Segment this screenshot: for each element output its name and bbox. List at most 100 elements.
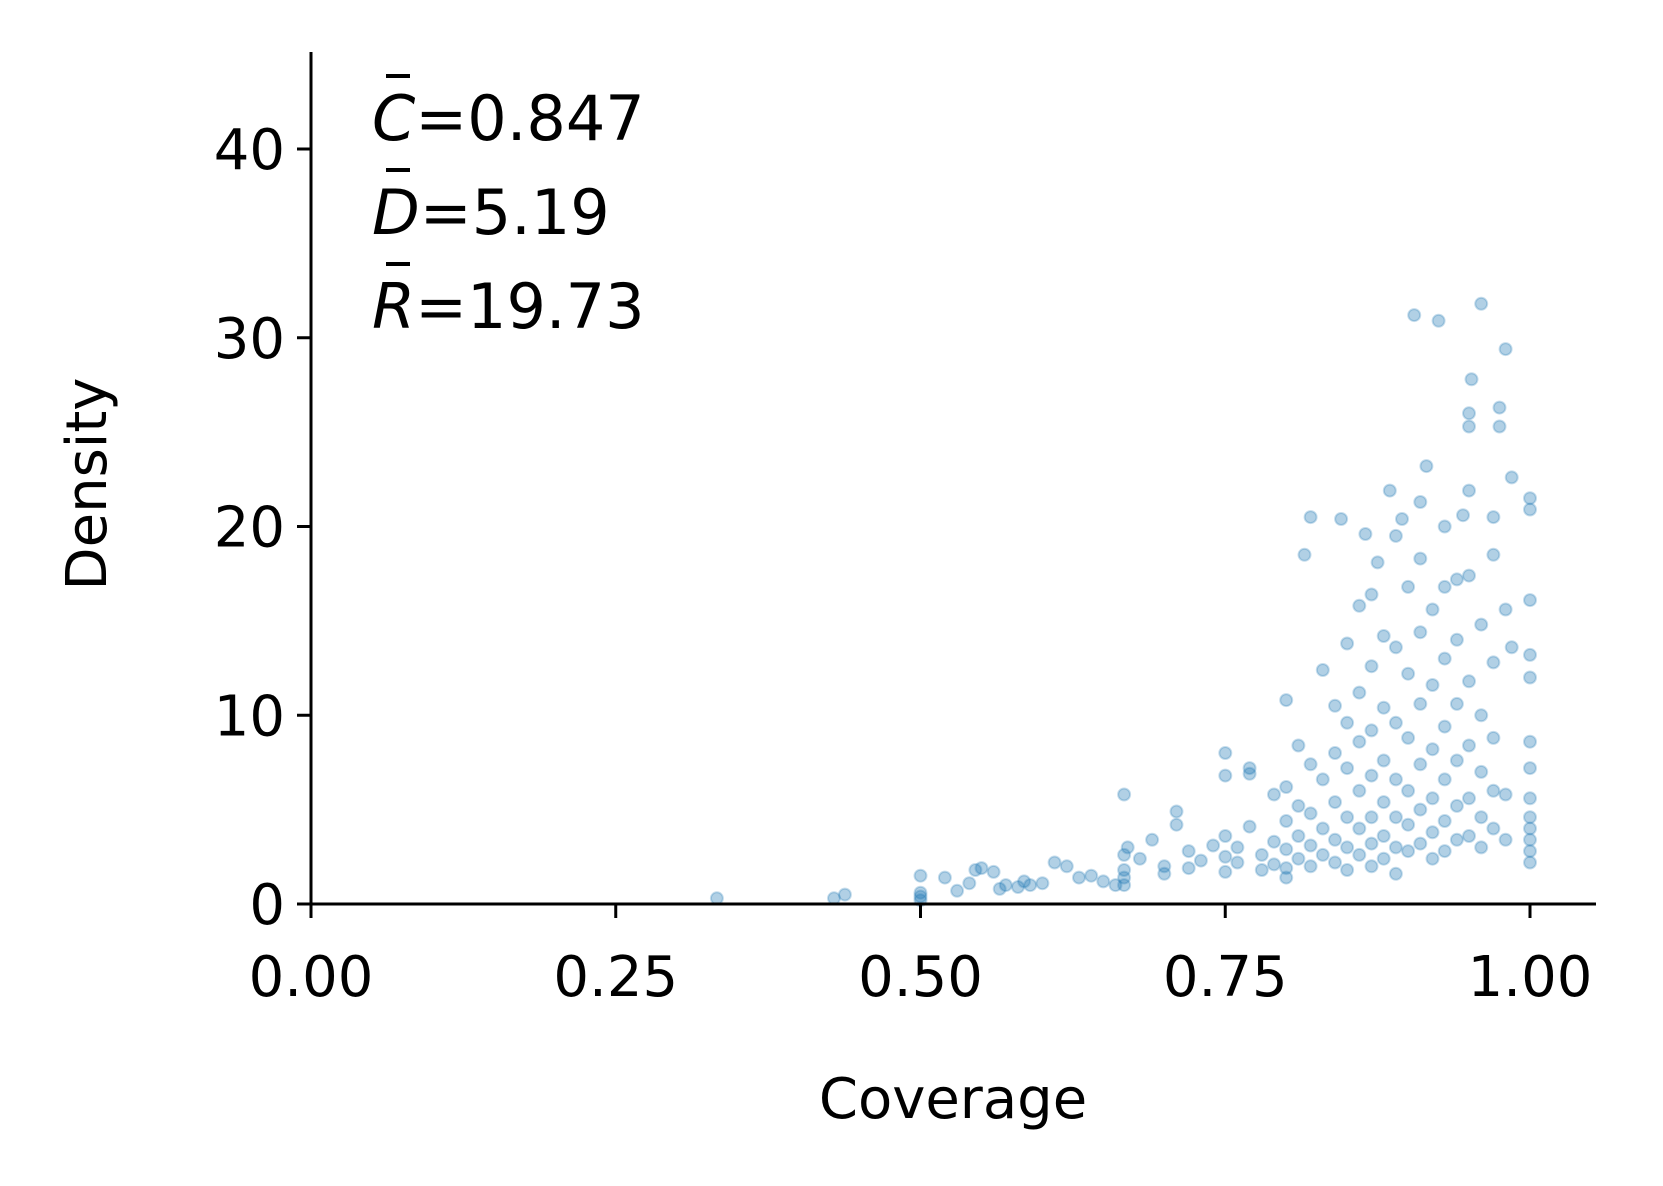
data-point xyxy=(1267,787,1281,802)
data-point xyxy=(1218,768,1233,783)
data-point xyxy=(1096,874,1111,889)
y-tick-label: 0 xyxy=(249,873,285,938)
data-point xyxy=(1328,746,1342,760)
data-point xyxy=(1108,878,1123,893)
data-point xyxy=(1291,798,1306,813)
x-ticks: 0.00 0.25 0.50 0.75 1.00 xyxy=(249,904,1592,1010)
data-point xyxy=(1303,510,1318,525)
data-point xyxy=(1425,678,1440,692)
data-point xyxy=(1340,863,1355,877)
data-point xyxy=(1449,696,1464,711)
data-point xyxy=(1340,840,1355,855)
data-point xyxy=(1401,579,1416,594)
data-point xyxy=(1352,821,1367,836)
data-point xyxy=(1376,851,1391,866)
data-point xyxy=(1492,400,1507,415)
data-point xyxy=(1279,842,1294,857)
data-point xyxy=(1017,874,1032,889)
data-point xyxy=(1413,696,1428,711)
data-point xyxy=(1267,834,1281,849)
data-point xyxy=(1242,819,1257,834)
data-point xyxy=(1504,640,1519,655)
data-point xyxy=(1334,512,1349,526)
data-point xyxy=(1388,866,1403,881)
stat-value: =5.19 xyxy=(420,176,610,249)
data-point xyxy=(1230,855,1245,870)
data-point xyxy=(1523,734,1537,749)
data-point xyxy=(1267,857,1281,872)
stat-symbol: R xyxy=(372,270,415,343)
data-point xyxy=(1449,632,1464,647)
data-point xyxy=(1376,795,1391,810)
data-point xyxy=(1218,864,1233,879)
data-point xyxy=(1388,528,1403,543)
data-point xyxy=(1486,821,1501,836)
y-tick-label: 20 xyxy=(214,496,285,561)
data-point xyxy=(1279,693,1294,708)
data-point xyxy=(1117,847,1132,862)
data-point xyxy=(1462,406,1476,421)
data-point xyxy=(1413,495,1428,509)
data-point xyxy=(1242,761,1257,776)
data-point xyxy=(1504,470,1519,485)
data-point xyxy=(1358,527,1373,541)
data-point xyxy=(1303,757,1318,772)
data-point xyxy=(1297,547,1312,562)
data-point xyxy=(1328,795,1342,810)
data-point xyxy=(1303,838,1318,853)
data-point xyxy=(962,876,977,891)
data-point xyxy=(1456,508,1470,523)
data-point xyxy=(1364,659,1379,674)
data-point xyxy=(1437,719,1452,734)
data-point xyxy=(1431,313,1446,328)
data-point xyxy=(1413,836,1428,851)
data-point xyxy=(1523,832,1537,847)
data-point xyxy=(1011,880,1025,894)
data-point xyxy=(1474,840,1489,855)
data-point xyxy=(1474,708,1489,723)
data-point xyxy=(1449,572,1464,587)
data-point xyxy=(1023,878,1038,893)
data-point xyxy=(1462,829,1476,843)
data-point xyxy=(1328,855,1342,870)
y-tick-label: 10 xyxy=(214,684,285,749)
y-tick-label: 30 xyxy=(214,307,285,372)
points-layer xyxy=(709,296,1537,908)
data-point xyxy=(1364,723,1379,738)
data-point xyxy=(1117,878,1132,893)
data-point xyxy=(1117,787,1132,802)
y-tick-label: 40 xyxy=(214,118,285,183)
stat-value: =0.847 xyxy=(415,82,644,155)
data-point xyxy=(998,878,1013,893)
data-point xyxy=(1340,636,1355,651)
data-point xyxy=(1425,825,1440,840)
data-point xyxy=(1279,870,1294,885)
data-point xyxy=(1364,768,1379,783)
data-point xyxy=(1492,419,1507,434)
data-point xyxy=(1303,806,1318,821)
data-point xyxy=(1401,783,1416,798)
data-point xyxy=(1425,791,1440,806)
data-point xyxy=(1474,764,1489,779)
data-point xyxy=(1437,579,1452,594)
data-point xyxy=(1407,308,1422,323)
data-point xyxy=(1376,829,1391,843)
data-point xyxy=(1120,840,1135,855)
data-point xyxy=(1437,844,1452,859)
axes xyxy=(309,52,1596,906)
data-point xyxy=(1413,551,1428,566)
data-point xyxy=(1449,832,1464,847)
data-point xyxy=(1523,821,1537,836)
data-point xyxy=(1388,840,1403,855)
data-point xyxy=(1117,870,1132,885)
data-point xyxy=(1315,663,1330,677)
data-point xyxy=(1401,844,1416,859)
data-point xyxy=(1388,715,1403,730)
data-point xyxy=(986,864,1001,879)
data-point xyxy=(1474,810,1489,825)
data-point xyxy=(1486,510,1501,525)
data-point xyxy=(913,868,928,883)
data-point xyxy=(1279,780,1294,794)
stat-symbol: C xyxy=(372,82,416,155)
